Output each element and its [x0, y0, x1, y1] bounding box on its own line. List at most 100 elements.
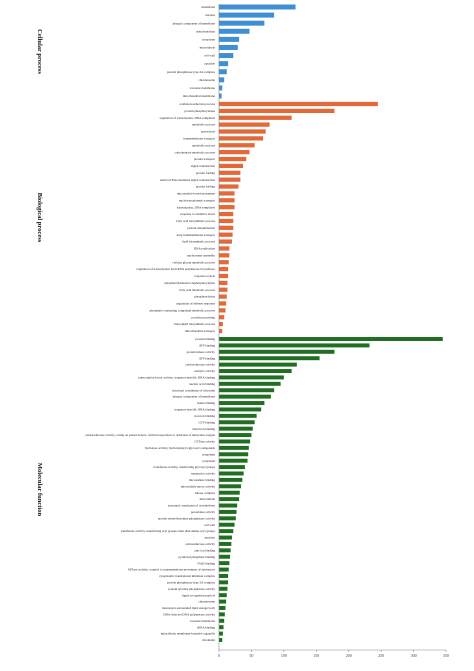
bar-2-11	[219, 407, 262, 412]
bar-2-19	[219, 458, 248, 463]
bar-2-27	[219, 509, 237, 514]
bar-1-1	[219, 108, 335, 114]
category-label-0-11: mitochondrial membrane	[183, 94, 216, 98]
category-label-1-22: nucleosome assembly	[187, 253, 215, 257]
category-label-0-1: nucleus	[205, 13, 215, 17]
category-label-2-29: cell wall	[204, 523, 215, 527]
category-label-1-29: regulation of defense response	[176, 302, 215, 306]
bar-2-23	[219, 484, 242, 489]
category-label-2-3: ATP binding	[199, 356, 215, 360]
category-label-2-11: sequence-specific DNA binding	[174, 408, 215, 412]
category-label-2-12: iron ion binding	[194, 414, 215, 418]
bar-1-4	[219, 129, 266, 134]
category-label-1-2: regulation of transcription, DNA-templat…	[160, 116, 216, 121]
category-label-2-20: transferase activity, transferring glyco…	[154, 465, 216, 470]
bar-2-35	[219, 561, 230, 566]
category-label-2-46: intracellular membrane-bounded organelle	[161, 632, 216, 636]
category-label-2-33: zinc ion binding	[194, 548, 215, 552]
category-label-2-18: cytoplasm	[202, 452, 216, 456]
category-label-2-16: GTPase activity	[195, 440, 216, 444]
category-label-2-23: microtubule motor activity	[181, 484, 216, 488]
category-label-2-5: catalytic activity	[194, 369, 216, 373]
category-label-1-23: cellular glucan metabolic process	[172, 260, 215, 264]
bar-1-27	[219, 287, 228, 292]
category-label-1-16: response to oxidative stress	[180, 212, 216, 216]
category-label-0-8: protein phosphatase type 2A complex	[167, 70, 215, 74]
bar-2-18	[219, 452, 249, 457]
category-label-2-9: integral component of membrane	[173, 395, 216, 399]
category-labels-layer: membrane nucleus integral component of mem…	[85, 5, 216, 642]
bar-2-9	[219, 394, 271, 399]
bar-2-33	[219, 548, 231, 553]
bar-2-37	[219, 573, 229, 578]
category-label-1-5: transmembrane transport	[183, 136, 215, 140]
category-label-1-7: carbohydrate metabolic process	[175, 150, 216, 154]
category-label-1-9: signal transduction	[191, 164, 216, 168]
bar-0-9	[219, 77, 225, 83]
category-label-1-28: phosphorylation	[194, 295, 215, 299]
category-label-0-4: cytoplasm	[202, 37, 216, 41]
bar-2-15	[219, 433, 252, 438]
bar-2-30	[219, 529, 234, 534]
bar-1-25	[219, 273, 229, 279]
bar-2-20	[219, 465, 245, 470]
bar-2-6	[219, 375, 284, 380]
category-label-1-33: mitochondrial transport	[185, 329, 215, 333]
bar-2-7	[219, 381, 281, 386]
bar-1-20	[219, 239, 232, 244]
category-label-2-26: structural constituent of cytoskeleton	[168, 504, 216, 508]
category-label-1-13: microtubule-based movement	[177, 192, 215, 196]
bar-1-28	[219, 294, 227, 299]
bar-2-17	[219, 445, 249, 450]
bar-2-12	[219, 413, 257, 418]
category-label-1-12: protein folding	[196, 185, 215, 189]
bar-2-5	[219, 369, 292, 374]
category-label-0-5: microtubule	[200, 46, 216, 50]
x-tick-label-4: 200	[346, 653, 352, 658]
category-label-2-37: cytoplasmic translational initiation com…	[159, 574, 215, 578]
category-label-2-38: protein phosphatase type 2A complex	[167, 580, 215, 584]
category-label-2-0: protein binding	[195, 337, 215, 341]
bar-0-1	[219, 12, 275, 18]
bar-1-13	[219, 191, 235, 196]
bar-2-43	[219, 612, 225, 617]
category-label-2-39: protein tyrosine phosphatase activity	[168, 587, 215, 591]
bar-0-11	[219, 93, 222, 99]
bar-0-8	[219, 69, 227, 75]
bar-2-31	[219, 535, 232, 540]
category-label-1-24: regulation of transcription from RNA pol…	[136, 267, 215, 271]
category-label-1-0: oxidation-reduction process	[180, 102, 216, 106]
category-label-2-41: chromosome	[199, 600, 216, 604]
bar-0-0	[219, 4, 296, 10]
bar-0-10	[219, 85, 223, 91]
category-label-1-14: nucleocytoplasmic transport	[179, 198, 215, 202]
bar-2-42	[219, 605, 226, 610]
category-label-2-13: GTP binding	[199, 420, 216, 424]
bar-2-32	[219, 541, 232, 546]
bar-1-22	[219, 253, 230, 258]
bar-2-47	[219, 638, 223, 642]
category-label-1-25: response to heat	[194, 274, 215, 278]
bar-1-29	[219, 301, 227, 306]
bar-1-26	[219, 280, 228, 285]
bar-0-2	[219, 20, 265, 26]
category-label-1-17: fatty acid biosynthetic process	[176, 219, 215, 223]
bar-1-3	[219, 122, 270, 127]
category-label-1-15: transcription, DNA-templated	[177, 205, 216, 210]
group-label-2: Molecular function	[36, 463, 43, 517]
category-label-2-36: ATPase activity, coupled to transmembran…	[128, 568, 216, 573]
bar-1-32	[219, 321, 223, 327]
x-tick-label-5: 250	[378, 653, 384, 658]
bar-1-17	[219, 218, 234, 224]
bar-1-12	[219, 184, 239, 189]
category-label-0-2: integral component of membrane	[173, 21, 216, 25]
category-label-2-7: nucleic acid binding	[189, 382, 215, 386]
bar-1-30	[219, 308, 226, 313]
x-tick-label-0: 0	[218, 653, 220, 658]
bar-1-6	[219, 143, 255, 148]
bar-2-21	[219, 471, 244, 476]
category-label-2-17: hydrolase activity, hydrolyzing O-glycos…	[145, 446, 216, 451]
bar-1-14	[219, 198, 235, 203]
category-label-0-6: cell wall	[204, 54, 215, 58]
category-label-1-3: metabolic process	[192, 123, 216, 127]
